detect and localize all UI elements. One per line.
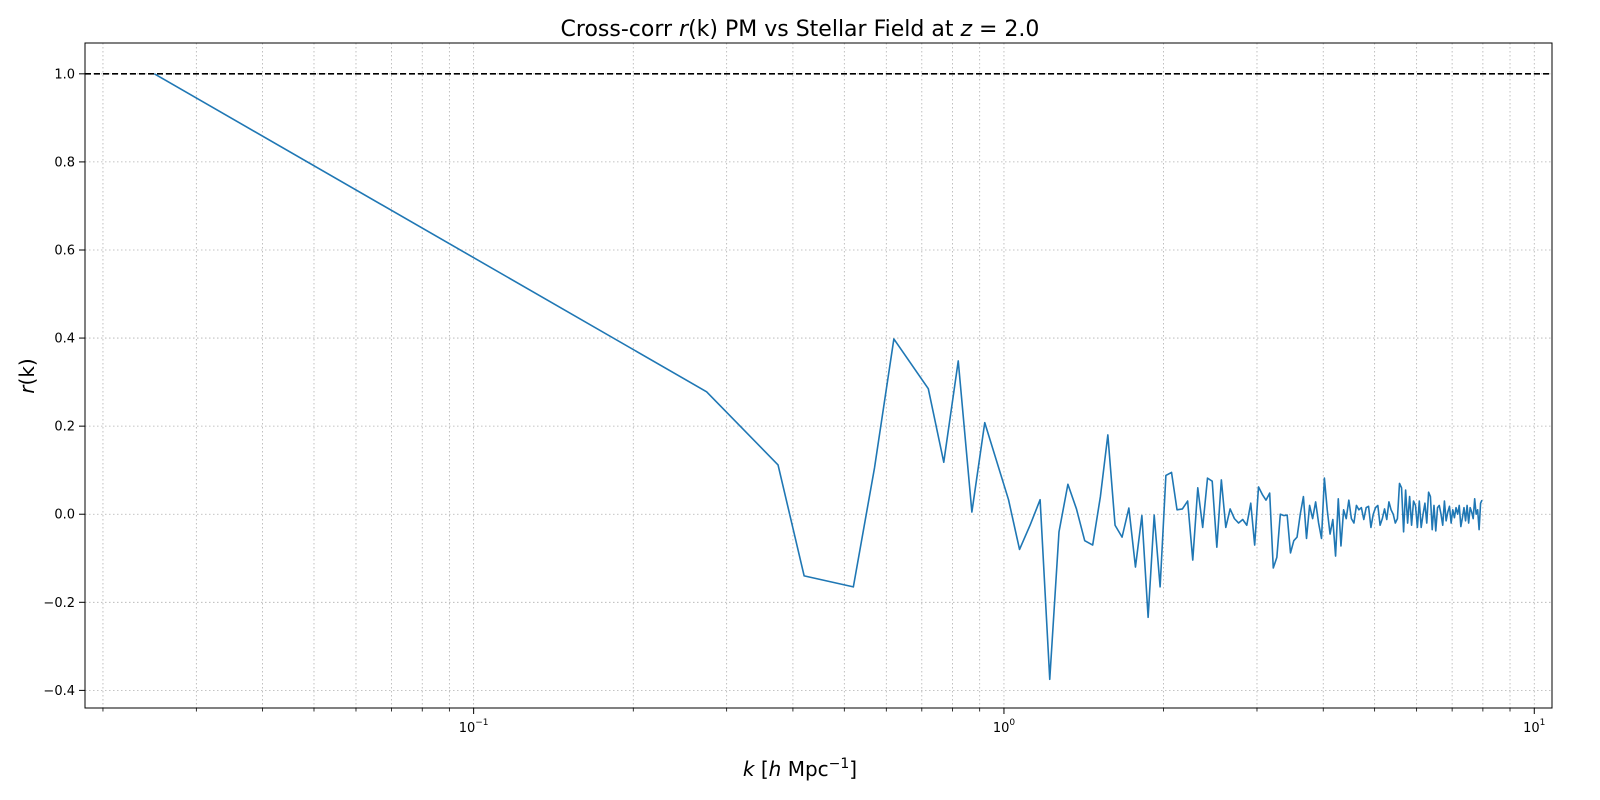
plot-frame [84,42,1553,709]
y-ticks: −0.4 −0.2 0.0 0.2 0.4 0.6 0.8 1.0 [43,67,85,699]
y-tick-label: −0.4 [43,684,75,699]
x-ticks: 10−1 100 101 [102,708,1545,736]
chart-title: Cross-corr r(k) PM vs Stellar Field at z… [561,17,1040,42]
series-line [153,73,1483,681]
grid [85,43,1552,708]
y-tick-label: −0.2 [43,596,75,611]
y-axis-label: r(k) [15,358,39,393]
y-tick-label: 0.2 [54,420,75,435]
series-group [153,73,1483,681]
x-axis-label: k [h Mpc−1] [743,756,857,781]
y-tick-label: 0.6 [54,243,75,258]
y-tick-label: 0.8 [54,155,75,170]
x-tick-label: 10−1 [459,718,489,736]
y-tick-label: 1.0 [54,67,75,82]
x-tick-label: 101 [1523,718,1545,736]
y-tick-label: 0.4 [54,332,75,347]
y-tick-label: 0.0 [54,508,75,523]
x-tick-label: 100 [993,718,1016,736]
